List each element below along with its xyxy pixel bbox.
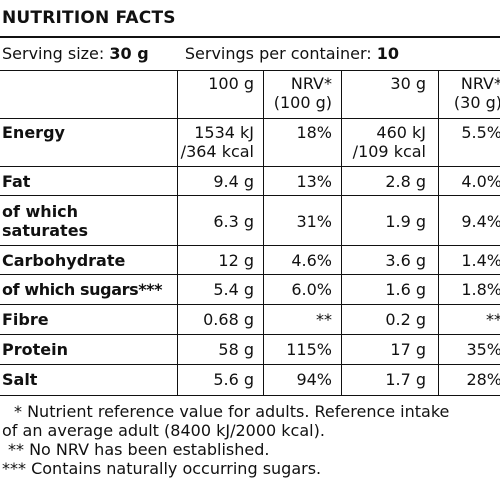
footnote-no-nrv: ** No NRV has been established. xyxy=(8,440,270,459)
serving-size-value: 30 g xyxy=(109,44,149,63)
value-per-100g: 58 g xyxy=(218,340,254,359)
nutrient-label-line2: saturates xyxy=(2,221,89,240)
value-per-100g: 1534 kJ /364 kcal xyxy=(181,123,254,161)
footnote-sugars: *** Contains naturally occurring sugars. xyxy=(2,459,322,478)
header-divider xyxy=(0,70,500,71)
column-header-row: 100 g NRV* (100 g) 30 g NRV* (30 g) xyxy=(0,74,500,118)
nrv-per-100g: 31% xyxy=(296,212,332,231)
table-row: Fibre 0.68 g ** 0.2 g ** xyxy=(0,304,500,335)
value-per-30g: 2.8 g xyxy=(385,172,426,191)
value-per-100g: 9.4 g xyxy=(213,172,254,191)
column-header-nrv-30g-line1: NRV* xyxy=(460,74,500,93)
nrv-per-100g: 6.0% xyxy=(291,280,332,299)
nutrient-label: Carbohydrate xyxy=(2,251,126,270)
nrv-per-30g: 5.5% xyxy=(461,123,500,142)
value-per-100g: 5.4 g xyxy=(213,280,254,299)
column-divider xyxy=(177,70,178,396)
nrv-per-30g: 9.4% xyxy=(461,212,500,231)
nutrient-label: Energy xyxy=(2,123,65,142)
value-per-100g: 12 g xyxy=(218,251,254,270)
column-header-nrv-30g: NRV* (30 g) xyxy=(454,74,500,112)
nrv-per-100g: 4.6% xyxy=(291,251,332,270)
nutrient-label-line1: of which xyxy=(2,202,79,221)
value-per-100g: 5.6 g xyxy=(213,370,254,389)
nrv-per-30g: 4.0% xyxy=(461,172,500,191)
nutrient-label: Fat xyxy=(2,172,31,191)
title-divider xyxy=(0,36,500,38)
nrv-per-100g: 13% xyxy=(296,172,332,191)
value-per-100g-line1: 1534 kJ xyxy=(194,123,254,142)
column-header-nrv-100g-line1: NRV* xyxy=(290,74,332,93)
table-row: Energy 1534 kJ /364 kcal 18% 460 kJ /109… xyxy=(0,118,500,167)
column-header-per-30g: 30 g xyxy=(390,74,426,93)
table-row: Fat 9.4 g 13% 2.8 g 4.0% xyxy=(0,166,500,196)
value-per-30g: 460 kJ /109 kcal xyxy=(353,123,426,161)
nrv-per-30g: 28% xyxy=(466,370,500,389)
nrv-per-30g: 35% xyxy=(466,340,500,359)
serving-info: Serving size: 30 g Servings per containe… xyxy=(2,44,399,63)
column-header-per-100g: 100 g xyxy=(208,74,254,93)
table-row: Carbohydrate 12 g 4.6% 3.6 g 1.4% xyxy=(0,245,500,275)
value-per-30g: 17 g xyxy=(390,340,426,359)
table-row: of which saturates 6.3 g 31% 1.9 g 9.4% xyxy=(0,195,500,246)
value-per-100g: 0.68 g xyxy=(203,310,254,329)
footnote-nrv-continued: of an average adult (8400 kJ/2000 kcal). xyxy=(2,421,325,440)
nutrient-label: Fibre xyxy=(2,310,49,329)
table-row: of which sugars*** 5.4 g 6.0% 1.6 g 1.8% xyxy=(0,274,500,305)
serving-size-label: Serving size: xyxy=(2,44,105,63)
value-per-30g-line2: /109 kcal xyxy=(352,142,426,161)
footnotes: * Nutrient reference value for adults. R… xyxy=(2,402,449,478)
nutrient-label: Protein xyxy=(2,340,68,359)
nrv-per-100g: ** xyxy=(316,310,332,329)
nrv-per-100g: 115% xyxy=(286,340,332,359)
nrv-per-100g: 94% xyxy=(296,370,332,389)
value-per-30g: 1.9 g xyxy=(385,212,426,231)
table-row: Protein 58 g 115% 17 g 35% xyxy=(0,334,500,365)
nrv-per-30g: 1.8% xyxy=(461,280,500,299)
nrv-per-30g: ** xyxy=(486,310,500,329)
column-header-nrv-30g-line2: (30 g) xyxy=(453,93,500,112)
value-per-100g: 6.3 g xyxy=(213,212,254,231)
table-row: Salt 5.6 g 94% 1.7 g 28% xyxy=(0,364,500,396)
servings-per-container-value: 10 xyxy=(376,44,400,63)
nutrient-label: Salt xyxy=(2,370,38,389)
column-divider xyxy=(263,70,264,396)
value-per-30g: 1.6 g xyxy=(385,280,426,299)
value-per-30g: 0.2 g xyxy=(385,310,426,329)
value-per-30g: 1.7 g xyxy=(385,370,426,389)
value-per-30g: 3.6 g xyxy=(385,251,426,270)
nrv-per-100g: 18% xyxy=(296,123,332,142)
footnote-nrv: * Nutrient reference value for adults. R… xyxy=(14,402,450,421)
column-divider xyxy=(341,70,342,396)
column-header-nrv-100g-line2: (100 g) xyxy=(273,93,332,112)
column-header-nrv-100g: NRV* (100 g) xyxy=(274,74,332,112)
table-bottom-divider xyxy=(0,395,500,396)
column-divider xyxy=(438,70,439,396)
nrv-per-30g: 1.4% xyxy=(461,251,500,270)
panel-title: NUTRITION FACTS xyxy=(2,8,176,28)
value-per-30g-line1: 460 kJ xyxy=(376,123,426,142)
servings-per-container-label: Servings per container: xyxy=(184,44,372,63)
value-per-100g-line2: /364 kcal xyxy=(180,142,254,161)
nutrient-label: of which saturates xyxy=(2,202,88,240)
nutrient-label: of which sugars*** xyxy=(2,280,163,299)
